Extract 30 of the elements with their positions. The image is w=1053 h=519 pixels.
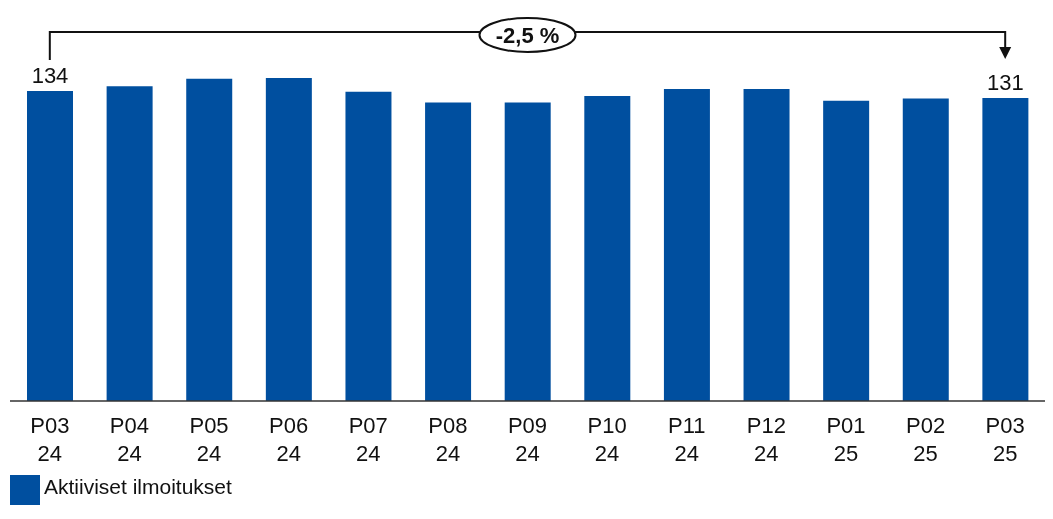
legend-label: Aktiiviset ilmoitukset [44,475,232,499]
x-tick-label: P01 25 [826,413,866,466]
bar [265,78,312,401]
bar [27,90,73,401]
x-tick-label: P11 24 [667,413,706,466]
x-tick-label: P10 24 [587,413,627,466]
x-tick-label: P06 24 [269,413,309,466]
bar [823,100,870,401]
x-tick-label: P03 24 [30,413,70,466]
data-label: 131 [987,69,1024,95]
bar [106,86,153,401]
x-tick-label: P09 24 [507,413,548,466]
bar [345,91,392,401]
x-tick-label: P03 25 [985,413,1025,466]
x-tick-label: P05 24 [189,413,229,466]
bar [663,89,710,401]
bar [743,89,790,401]
x-tick-label: P02 25 [906,413,946,466]
bar [186,78,233,401]
bar [425,102,472,401]
bar [902,98,949,401]
bar [584,96,631,401]
x-tick-label: P12 24 [746,413,786,466]
bar [982,97,1029,401]
x-tick-label: P07 24 [348,413,388,466]
text: -2,5 % [495,23,560,48]
bar [504,102,551,401]
data-label: 134 [31,62,69,88]
x-tick-label: P08 24 [428,413,468,466]
x-tick-label: P04 24 [109,413,149,466]
